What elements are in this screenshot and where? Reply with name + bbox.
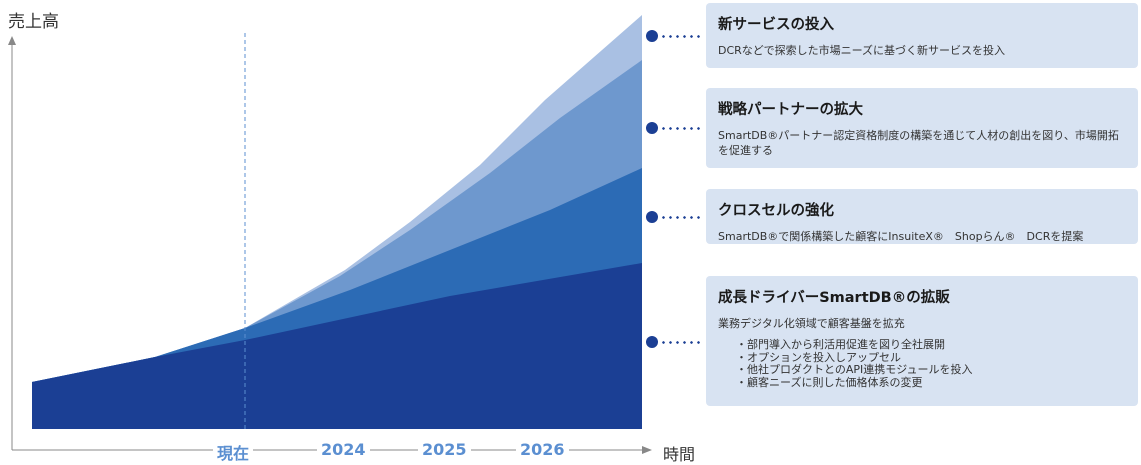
connector-dot [646,122,658,134]
connector-dot [646,30,658,42]
x-tick-label: 2026 [516,440,569,459]
y-axis-label: 売上高 [8,12,59,32]
card-cross-sell: クロスセルの強化 SmartDB®で関係構築した顧客にInsuiteX® Sho… [706,189,1138,244]
card-description: SmartDB®で関係構築した顧客にInsuiteX® Shopらん® DCRを… [718,230,1084,243]
connector-strategic-partners [646,122,704,134]
connector-new-services [646,30,704,42]
x-tick-label: 2024 [317,440,370,459]
card-title: 新サービスの投入 [718,17,834,33]
card-description: 業務デジタル化領域で顧客基盤を拡充 [718,317,905,330]
card-title: 戦略パートナーの拡大 [718,102,863,118]
y-axis-arrow [8,36,16,45]
connector-dotted-line [660,35,702,38]
connector-dot [646,211,658,223]
card-bullet: 部門導入から利活用促進を図り全社展開 [736,338,1128,352]
connector-smartdb-sales [646,336,704,348]
card-bullet: オプションを投入しアップセル [736,351,1128,365]
card-bullet: 顧客ニーズに則した価格体系の変更 [736,376,1128,390]
x-tick-label: 2025 [418,440,471,459]
connector-dot [646,336,658,348]
x-tick-label: 現在 [213,440,254,464]
card-new-services: 新サービスの投入 DCRなどで探索した市場ニーズに基づく新サービスを投入 [706,3,1138,68]
card-description: SmartDB®パートナー認定資格制度の構築を通じて人材の創出を図り、市場開拓を… [718,129,1119,157]
card-description: DCRなどで探索した市場ニーズに基づく新サービスを投入 [718,44,1006,57]
connector-cross-sell [646,211,704,223]
card-bullet-list: 部門導入から利活用促進を図り全社展開 オプションを投入しアップセル 他社プロダク… [736,338,1128,390]
card-strategic-partners: 戦略パートナーの拡大 SmartDB®パートナー認定資格制度の構築を通じて人材の… [706,88,1138,168]
card-bullet: 他社プロダクトとのAPI連携モジュールを投入 [736,363,1128,377]
connector-dotted-line [660,127,702,130]
connector-dotted-line [660,341,702,344]
card-title: 成長ドライバーSmartDB®の拡販 [718,290,950,306]
x-axis-label: 時間 [663,445,696,464]
x-axis-arrow [642,446,652,454]
card-title: クロスセルの強化 [718,203,834,219]
area-smartdb-sales [32,263,642,429]
card-smartdb-sales: 成長ドライバーSmartDB®の拡販 業務デジタル化領域で顧客基盤を拡充 部門導… [706,276,1138,406]
connector-dotted-line [660,216,702,219]
